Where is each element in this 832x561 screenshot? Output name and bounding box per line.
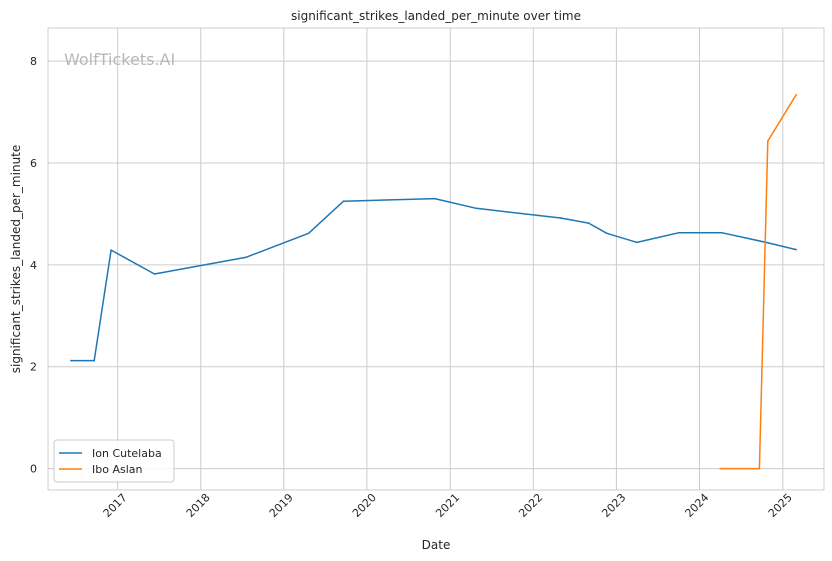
series-line-ibo-aslan — [720, 94, 797, 470]
series-layer — [70, 93, 797, 470]
legend: Ion Cutelaba Ibo Aslan — [53, 439, 175, 483]
y-tick-label: 2 — [30, 361, 37, 374]
watermark: WolfTickets.AI — [64, 50, 175, 69]
data-point-ion-cutelaba — [475, 207, 478, 210]
data-point-ibo-aslan — [758, 467, 761, 470]
y-tick-label: 6 — [30, 157, 37, 170]
y-tick-label: 4 — [30, 259, 37, 272]
data-point-ion-cutelaba — [433, 197, 436, 200]
data-point-ion-cutelaba — [153, 273, 156, 275]
data-point-ibo-aslan — [767, 140, 769, 142]
legend-label-ion-cutelaba: Ion Cutelaba — [92, 447, 162, 460]
chart-title: significant_strikes_landed_per_minute ov… — [291, 9, 581, 23]
data-point-ion-cutelaba — [606, 232, 608, 235]
data-point-ion-cutelaba — [721, 232, 723, 234]
data-point-ibo-aslan — [795, 93, 797, 96]
data-point-ion-cutelaba — [245, 256, 248, 259]
data-point-ion-cutelaba — [559, 217, 562, 219]
x-axis-label: Date — [422, 538, 451, 552]
data-point-ion-cutelaba — [677, 232, 680, 234]
data-point-ion-cutelaba — [110, 249, 112, 251]
data-point-ion-cutelaba — [93, 359, 95, 362]
data-point-ion-cutelaba — [342, 200, 345, 202]
data-point-ion-cutelaba — [70, 359, 72, 362]
data-point-ion-cutelaba — [795, 248, 797, 251]
data-point-ion-cutelaba — [763, 241, 765, 243]
y-tick-label: 8 — [30, 55, 37, 68]
y-axis-label: significant_strikes_landed_per_minute — [9, 145, 23, 374]
legend-box — [53, 439, 175, 483]
grid — [48, 28, 824, 490]
data-point-ion-cutelaba — [636, 241, 638, 244]
data-point-ion-cutelaba — [307, 232, 310, 235]
y-tick-label: 0 — [30, 463, 37, 476]
plot-frame — [47, 27, 825, 491]
data-point-ion-cutelaba — [587, 222, 590, 224]
legend-label-ibo-aslan: Ibo Aslan — [92, 463, 143, 476]
y-axis-ticks: 0 2 4 6 8 — [30, 55, 37, 475]
data-point-ibo-aslan — [719, 467, 721, 470]
